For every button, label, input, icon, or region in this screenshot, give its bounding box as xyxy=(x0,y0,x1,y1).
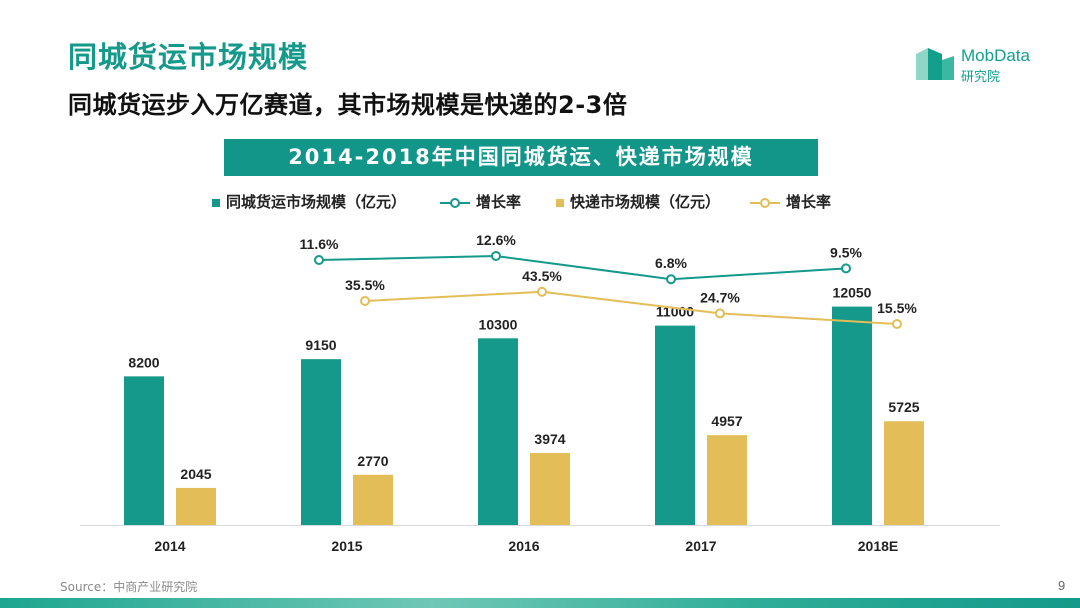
legend-line-marker-icon xyxy=(750,197,780,208)
line-data-label: 43.5% xyxy=(522,268,562,284)
bar xyxy=(176,487,216,525)
bar-data-label: 4957 xyxy=(711,413,742,429)
line-point xyxy=(537,286,547,297)
bar-data-label: 8200 xyxy=(128,354,159,370)
bar xyxy=(353,474,393,525)
line-data-label: 6.8% xyxy=(655,255,687,271)
growth-line xyxy=(364,290,898,325)
line-data-label: 24.7% xyxy=(700,289,740,305)
chart-title-banner: 2014-2018年中国同城货运、快递市场规模 xyxy=(224,139,818,176)
legend-label: 快递市场规模（亿元） xyxy=(570,193,721,211)
x-tick-label: 2016 xyxy=(508,538,539,554)
line-data-label: 15.5% xyxy=(877,300,917,316)
x-tick-label: 2017 xyxy=(685,538,716,554)
line-point xyxy=(360,296,370,306)
bar-data-label: 9150 xyxy=(305,337,336,353)
logo-mark-icon xyxy=(916,48,954,80)
bar xyxy=(832,306,872,525)
bottom-decor-bar xyxy=(0,598,1080,608)
legend-swatch xyxy=(212,198,220,207)
bar-data-label: 5725 xyxy=(888,399,919,415)
line-point xyxy=(314,255,324,265)
legend-line-marker-icon xyxy=(440,197,470,208)
x-tick-label: 2018E xyxy=(858,538,898,554)
page-subtitle: 同城货运步入万亿赛道，其市场规模是快递的2-3倍 xyxy=(68,91,628,119)
logo-name: MobData xyxy=(961,46,1030,65)
bar xyxy=(530,452,570,525)
mobdata-logo: MobData 研究院 xyxy=(916,44,1046,85)
line-data-label: 35.5% xyxy=(345,277,385,293)
line-data-label: 12.6% xyxy=(476,232,516,248)
legend-item-freight-bar: 同城货运市场规模（亿元） xyxy=(212,190,406,214)
growth-line xyxy=(318,254,847,281)
source-note: Source：中商产业研究院 xyxy=(60,580,198,594)
legend-item-freight-growth: 增长率 xyxy=(440,190,521,214)
x-tick-label: 2014 xyxy=(154,538,185,554)
bar-data-label: 12050 xyxy=(833,285,872,301)
bar xyxy=(655,325,695,525)
line-point xyxy=(491,251,501,261)
legend-swatch xyxy=(556,198,564,207)
bar xyxy=(478,338,518,525)
legend-label: 同城货运市场规模（亿元） xyxy=(226,193,407,211)
line-point xyxy=(841,263,851,274)
line-point xyxy=(666,274,676,285)
line-data-label: 9.5% xyxy=(830,244,862,260)
legend-item-express-growth: 增长率 xyxy=(750,190,831,214)
page-number: 9 xyxy=(1058,578,1066,593)
line-point xyxy=(715,308,725,319)
bar xyxy=(884,421,924,525)
legend-label: 增长率 xyxy=(786,193,832,211)
bar xyxy=(124,376,164,525)
bar-data-label: 2045 xyxy=(180,466,211,482)
page-title: 同城货运市场规模 xyxy=(68,40,309,74)
bar-data-label: 3974 xyxy=(534,431,565,447)
legend-item-express-bar: 快递市场规模（亿元） xyxy=(556,190,720,214)
logo-sub: 研究院 xyxy=(961,70,1001,85)
bar-data-label: 2770 xyxy=(357,453,388,469)
bar xyxy=(707,435,747,525)
bar-data-label: 10300 xyxy=(479,316,518,332)
x-tick-label: 2015 xyxy=(331,538,362,554)
line-data-label: 11.6% xyxy=(300,236,339,252)
bar xyxy=(301,359,341,525)
legend-label: 增长率 xyxy=(476,193,522,211)
line-point xyxy=(892,319,902,329)
